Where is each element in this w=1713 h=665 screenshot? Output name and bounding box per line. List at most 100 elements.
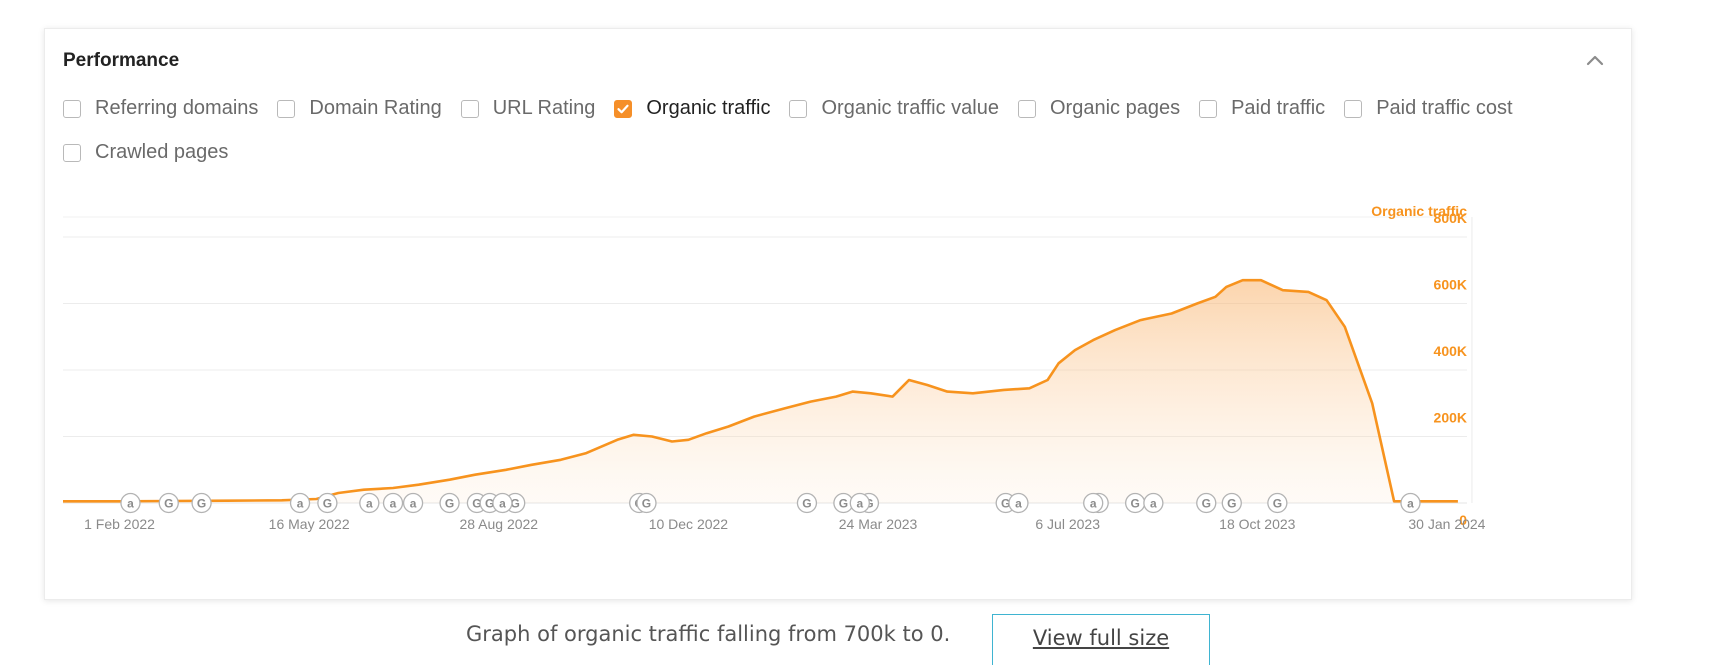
checkbox[interactable] xyxy=(1344,99,1363,118)
annotation-marker: a xyxy=(1143,492,1164,514)
annotation-marker: a xyxy=(359,492,380,514)
view-full-size-button[interactable]: View full size xyxy=(992,614,1210,665)
checkbox[interactable] xyxy=(63,143,81,162)
marker-circle xyxy=(636,492,657,514)
checkbox[interactable] xyxy=(63,99,81,118)
metric-label: Domain Rating xyxy=(309,97,442,119)
annotation-marker: a xyxy=(289,492,311,514)
marker-circle xyxy=(120,492,141,514)
marker-glyph: a xyxy=(1407,497,1414,511)
x-tick-label: 30 Jan 2024 xyxy=(1408,516,1485,532)
annotation-marker: a xyxy=(1008,492,1029,514)
traffic-line xyxy=(63,278,1458,503)
marker-glyph: a xyxy=(1150,497,1157,511)
annotation-marker: a xyxy=(1400,492,1421,514)
check-icon xyxy=(617,104,629,113)
x-tick-label: 6 Jul 2023 xyxy=(1035,516,1100,532)
marker-circle xyxy=(317,492,338,514)
google-update-marker: G xyxy=(1267,492,1288,514)
marker-glyph: G xyxy=(642,497,651,511)
marker-glyph: G xyxy=(802,497,811,511)
google-update-marker: G xyxy=(1196,492,1217,514)
metric-label: Organic pages xyxy=(1049,97,1181,119)
metric-domain-rating[interactable]: Domain Rating xyxy=(277,97,442,120)
marker-circle xyxy=(158,492,179,514)
marker-circle xyxy=(1221,492,1242,514)
y-axis-title: Organic traffic xyxy=(1371,203,1467,219)
marker-glyph: G xyxy=(164,497,173,511)
marker-glyph: a xyxy=(856,497,863,511)
metric-organic-pages[interactable]: Organic pages xyxy=(1017,97,1181,120)
marker-circle xyxy=(1143,492,1164,514)
metric-label: Organic traffic xyxy=(646,97,771,119)
marker-glyph: G xyxy=(511,497,520,511)
y-tick-label: 600K xyxy=(1434,277,1467,293)
annotation-marker: a xyxy=(492,492,513,514)
marker-glyph: G xyxy=(1227,497,1236,511)
metric-label: URL Rating xyxy=(492,97,596,119)
marker-circle xyxy=(492,492,513,514)
marker-glyph: G xyxy=(1130,497,1139,511)
metric-url-rating[interactable]: URL Rating xyxy=(460,97,596,120)
marker-glyph: G xyxy=(1202,497,1211,511)
metric-paid-traffic-cost[interactable]: Paid traffic cost xyxy=(1344,97,1513,120)
marker-circle xyxy=(402,492,424,514)
metric-organic-traffic-value[interactable]: Organic traffic value xyxy=(789,97,999,120)
google-update-marker: G xyxy=(1221,492,1242,514)
marker-glyph: G xyxy=(839,497,848,511)
annotation-marker: a xyxy=(402,492,424,514)
marker-glyph: a xyxy=(297,497,304,511)
checkbox[interactable] xyxy=(1017,99,1036,118)
google-update-marker: G xyxy=(439,492,460,514)
marker-glyph: G xyxy=(197,497,206,511)
metric-paid-traffic[interactable]: Paid traffic xyxy=(1199,97,1325,120)
marker-glyph: G xyxy=(472,497,481,511)
google-update-marker: G xyxy=(317,492,338,514)
metric-label: Crawled pages xyxy=(95,141,229,163)
marker-glyph: a xyxy=(499,497,506,511)
x-tick-label: 10 Dec 2022 xyxy=(649,516,729,532)
metric-row-1: Referring domains Domain Rating URL Rati… xyxy=(63,97,1532,120)
marker-circle xyxy=(849,492,870,514)
marker-glyph: G xyxy=(485,497,494,511)
google-update-marker: G xyxy=(1124,492,1146,514)
x-tick-label: 1 Feb 2022 xyxy=(84,516,155,532)
x-tick-label: 24 Mar 2023 xyxy=(839,516,918,532)
checkbox[interactable] xyxy=(1199,99,1218,118)
marker-circle xyxy=(191,492,212,514)
checkbox[interactable] xyxy=(277,99,296,118)
metric-referring-domains[interactable]: Referring domains xyxy=(63,97,258,120)
marker-circle xyxy=(382,492,404,514)
google-update-marker: G xyxy=(796,492,818,514)
checkbox[interactable] xyxy=(789,99,808,118)
google-update-marker: G xyxy=(191,492,212,514)
marker-glyph: G xyxy=(323,497,332,511)
x-tick-label: 16 May 2022 xyxy=(269,516,350,532)
metric-organic-traffic[interactable]: Organic traffic xyxy=(614,97,770,120)
y-tick-label: 200K xyxy=(1434,410,1467,426)
card-title: Performance xyxy=(63,50,180,71)
x-tick-label: 28 Aug 2022 xyxy=(459,516,538,532)
x-tick-label: 18 Oct 2023 xyxy=(1219,516,1295,532)
checkbox[interactable] xyxy=(460,99,479,118)
marker-glyph: G xyxy=(1273,497,1282,511)
chart-svg: Organic traffic 0 200K 400K 600K 800K 1 Feb 20… xyxy=(63,203,1486,532)
y-tick-label: 0 xyxy=(1459,512,1467,528)
performance-card: Performance Referring domains Domain Rat… xyxy=(44,28,1632,600)
marker-glyph: G xyxy=(1001,497,1010,511)
google-update-marker: G xyxy=(636,492,657,514)
marker-glyph: a xyxy=(127,497,134,511)
marker-circle xyxy=(1196,492,1217,514)
marker-circle xyxy=(796,492,818,514)
marker-circle xyxy=(1400,492,1421,514)
collapse-button[interactable] xyxy=(1581,47,1609,75)
marker-glyph: a xyxy=(1015,497,1022,511)
metric-crawled-pages[interactable]: Crawled pages xyxy=(63,141,228,164)
marker-circle xyxy=(289,492,311,514)
annotation-marker: a xyxy=(1083,492,1104,514)
marker-glyph: a xyxy=(390,497,397,511)
y-tick-label: 400K xyxy=(1434,343,1467,359)
checkbox-checked[interactable] xyxy=(614,99,633,118)
metric-label: Referring domains xyxy=(95,97,259,119)
google-update-marker: G xyxy=(158,492,179,514)
